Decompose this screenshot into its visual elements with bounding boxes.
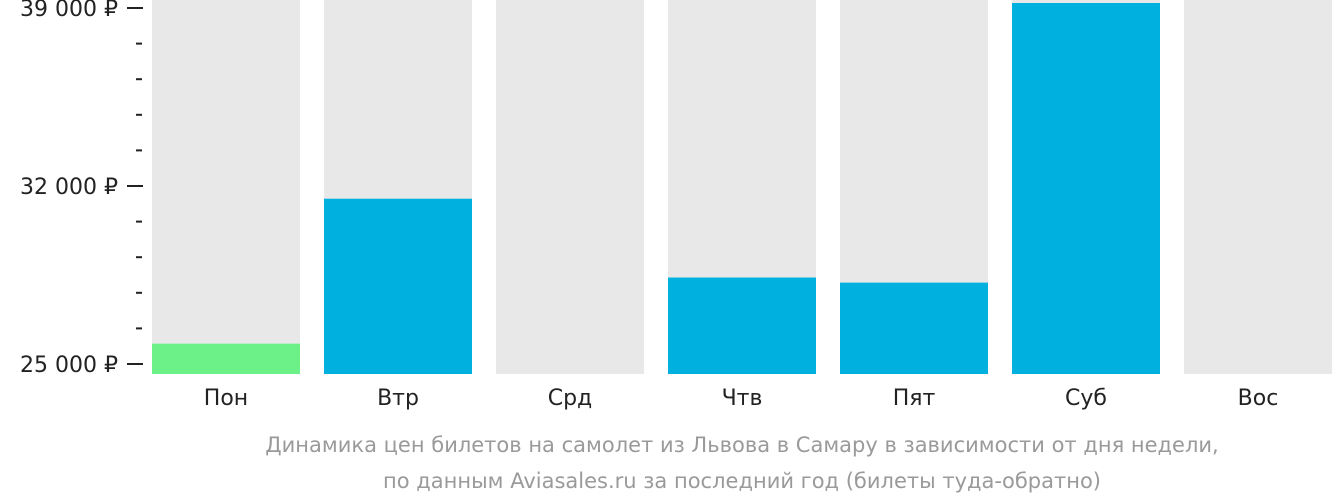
y-tick-label: 25 000 ₽ — [20, 353, 118, 378]
bar-1 — [324, 198, 472, 374]
background-bar-2 — [496, 0, 644, 374]
x-axis: Пон Втр Срд Чтв Пят Суб Вос — [204, 386, 1279, 411]
bar-4 — [840, 282, 988, 374]
background-bar-6 — [1184, 0, 1332, 374]
background-bar-0 — [152, 0, 300, 374]
x-tick-label: Вос — [1238, 386, 1279, 411]
x-tick-label: Срд — [548, 386, 593, 411]
x-tick-label: Пон — [204, 386, 248, 411]
bar-0 — [152, 343, 300, 374]
bar-3 — [668, 277, 816, 374]
y-tick-label: 32 000 ₽ — [20, 175, 118, 200]
x-tick-label: Втр — [377, 386, 419, 411]
chart-caption-line-1: Динамика цен билетов на самолет из Львов… — [265, 433, 1218, 457]
x-tick-label: Пят — [893, 386, 936, 411]
bar-5 — [1012, 3, 1160, 374]
data-bars — [152, 3, 1160, 374]
y-axis: 39 000 ₽ 32 000 ₽ 25 000 ₽ — [20, 0, 143, 378]
chart-caption-line-2: по данным Aviasales.ru за последний год … — [383, 469, 1101, 493]
x-tick-label: Чтв — [722, 386, 763, 411]
x-tick-label: Суб — [1065, 386, 1107, 411]
y-tick-label: 39 000 ₽ — [20, 0, 118, 22]
